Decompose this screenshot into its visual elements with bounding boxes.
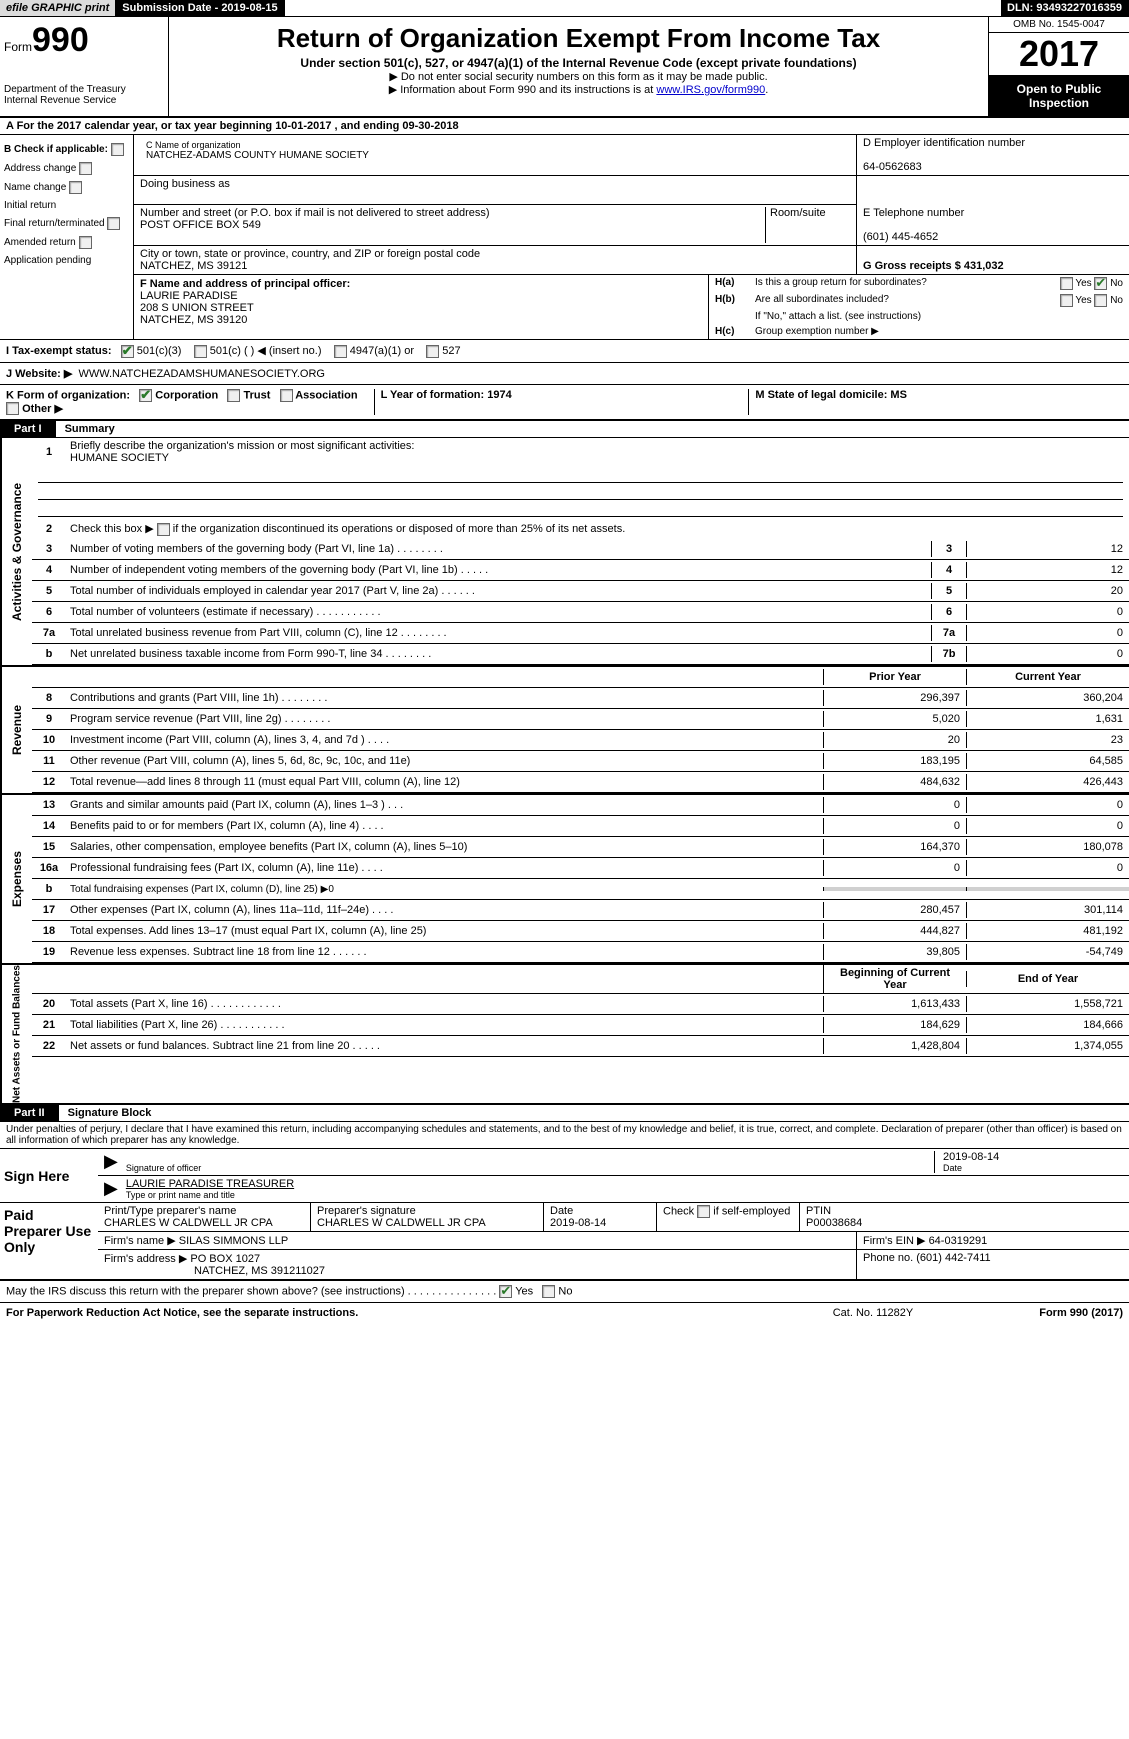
officer-addr2: NATCHEZ, MS 39120 <box>140 314 702 326</box>
officer-addr1: 208 S UNION STREET <box>140 302 702 314</box>
part2-header: Part II Signature Block <box>0 1105 1129 1122</box>
ein: 64-0562683 <box>863 161 1123 173</box>
tax-year: 2017 <box>989 33 1129 76</box>
main-info: B Check if applicable: Address change Na… <box>0 135 1129 339</box>
cb-501c[interactable] <box>194 345 207 358</box>
sig-date: 2019-08-14 <box>943 1151 1123 1163</box>
cb-self[interactable] <box>697 1205 710 1218</box>
part1-header: Part I Summary <box>0 421 1129 438</box>
city: NATCHEZ, MS 39121 <box>140 260 850 272</box>
top-bar: efile GRAPHIC print Submission Date - 20… <box>0 0 1129 17</box>
firm-ein: 64-0319291 <box>929 1235 988 1247</box>
firm-city: NATCHEZ, MS 391211027 <box>194 1265 325 1277</box>
line2: Check this box ▶ if the organization dis… <box>66 520 1129 538</box>
sign-here-block: Sign Here ▶ Signature of officer 2019-08… <box>0 1149 1129 1203</box>
prior-hdr: Prior Year <box>823 669 966 685</box>
submission-date: Submission Date - 2019-08-15 <box>116 0 284 16</box>
discuss-row: May the IRS discuss this return with the… <box>0 1281 1129 1303</box>
paid-preparer: Paid Preparer Use Only Print/Type prepar… <box>0 1203 1129 1281</box>
row-i: I Tax-exempt status: 501(c)(3) 501(c) ( … <box>0 339 1129 362</box>
prep-name: CHARLES W CALDWELL JR CPA <box>104 1217 304 1229</box>
footer: For Paperwork Reduction Act Notice, see … <box>0 1303 1129 1323</box>
ha-no[interactable] <box>1094 277 1107 290</box>
dba-label: Doing business as <box>140 178 850 190</box>
dln: DLN: 93493227016359 <box>1001 0 1129 16</box>
irs: Internal Revenue Service <box>4 95 164 106</box>
checkbox-amend[interactable] <box>79 236 92 249</box>
checkbox-final[interactable] <box>107 217 120 230</box>
discuss-yes[interactable] <box>499 1285 512 1298</box>
org-name: NATCHEZ-ADAMS COUNTY HUMANE SOCIETY <box>146 150 844 161</box>
prep-date: 2019-08-14 <box>550 1217 650 1229</box>
cb-501c3[interactable] <box>121 345 134 358</box>
side-revenue: Revenue <box>0 667 32 793</box>
sig-officer-label: Signature of officer <box>126 1163 934 1173</box>
cb-other[interactable] <box>6 402 19 415</box>
current-hdr: Current Year <box>966 669 1129 685</box>
checkbox-addr[interactable] <box>79 162 92 175</box>
mission: HUMANE SOCIETY <box>70 452 169 464</box>
beg-hdr: Beginning of Current Year <box>823 965 966 993</box>
addr-label: Number and street (or P.O. box if mail i… <box>140 207 765 219</box>
phone: (601) 445-4652 <box>863 231 1123 243</box>
header: Form990 Department of the Treasury Inter… <box>0 17 1129 118</box>
gross-receipts: G Gross receipts $ 431,032 <box>863 260 1123 272</box>
city-label: City or town, state or province, country… <box>140 248 850 260</box>
cb-527[interactable] <box>426 345 439 358</box>
officer-name-title: LAURIE PARADISE TREASURER <box>126 1178 1123 1190</box>
room-label: Room/suite <box>770 207 850 219</box>
cb-assoc[interactable] <box>280 389 293 402</box>
cb-4947[interactable] <box>334 345 347 358</box>
penalty-text: Under penalties of perjury, I declare th… <box>0 1122 1129 1149</box>
discuss-no[interactable] <box>542 1285 555 1298</box>
subtitle-3: ▶ Information about Form 990 and its ins… <box>179 83 978 96</box>
cb-discon[interactable] <box>157 523 170 536</box>
dept: Department of the Treasury <box>4 84 164 95</box>
cb-corp[interactable] <box>139 389 152 402</box>
checkbox[interactable] <box>111 143 124 156</box>
ptin: P00038684 <box>806 1217 1123 1229</box>
efile-btn[interactable]: efile GRAPHIC print <box>0 0 116 16</box>
firm-addr: PO BOX 1027 <box>190 1253 260 1265</box>
side-governance: Activities & Governance <box>0 438 32 665</box>
form-number: Form990 <box>4 21 164 60</box>
irs-link[interactable]: www.IRS.gov/form990 <box>656 84 765 96</box>
subtitle-1: Under section 501(c), 527, or 4947(a)(1)… <box>179 56 978 70</box>
omb: OMB No. 1545-0047 <box>989 17 1129 33</box>
end-hdr: End of Year <box>966 971 1129 987</box>
checkbox-name[interactable] <box>69 181 82 194</box>
side-netassets: Net Assets or Fund Balances <box>0 965 32 1103</box>
row-j: J Website: ▶ WWW.NATCHEZADAMSHUMANESOCIE… <box>0 362 1129 384</box>
open-inspection: Open to Public Inspection <box>989 76 1129 116</box>
subtitle-2: ▶ Do not enter social security numbers o… <box>179 70 978 83</box>
addr: POST OFFICE BOX 549 <box>140 219 765 231</box>
ein-label: D Employer identification number <box>863 137 1123 149</box>
firm-name: SILAS SIMMONS LLP <box>179 1235 288 1247</box>
org-name-label: C Name of organization <box>146 140 844 150</box>
phone-label: E Telephone number <box>863 207 1123 219</box>
hb-note: If "No," attach a list. (see instruction… <box>709 309 1129 324</box>
hb-yes[interactable] <box>1060 294 1073 307</box>
form-title: Return of Organization Exempt From Incom… <box>179 23 978 54</box>
row-a: A For the 2017 calendar year, or tax yea… <box>0 118 1129 135</box>
col-b: B Check if applicable: Address change Na… <box>0 135 134 339</box>
prep-sig: CHARLES W CALDWELL JR CPA <box>317 1217 537 1229</box>
firm-phone: (601) 442-7411 <box>916 1252 990 1264</box>
side-expenses: Expenses <box>0 795 32 963</box>
ha-yes[interactable] <box>1060 277 1073 290</box>
row-k: K Form of organization: Corporation Trus… <box>0 384 1129 422</box>
cb-trust[interactable] <box>227 389 240 402</box>
hb-no[interactable] <box>1094 294 1107 307</box>
officer-name: LAURIE PARADISE <box>140 290 702 302</box>
officer-label: F Name and address of principal officer: <box>140 278 702 290</box>
